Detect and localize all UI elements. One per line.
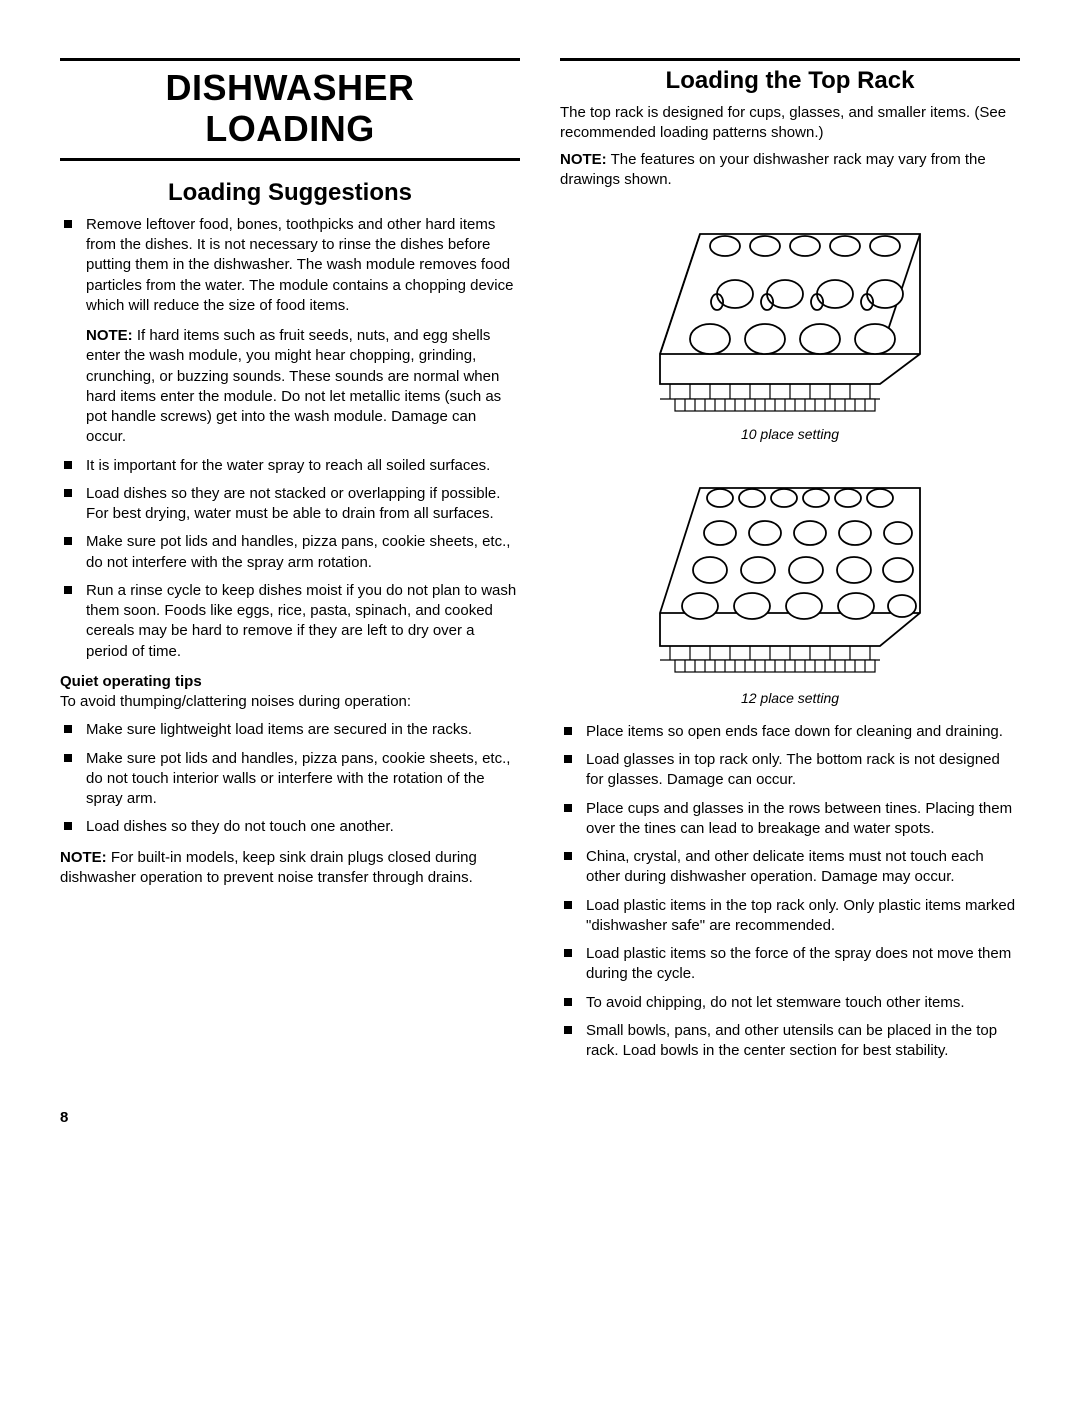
quiet-tips-heading: Quiet operating tips [60, 672, 520, 692]
page-number: 8 [60, 1109, 68, 1126]
caption-12: 12 place setting [560, 689, 1020, 708]
bullet-text: Run a rinse cycle to keep dishes moist i… [86, 582, 516, 660]
note-text: The features on your dishwasher rack may… [560, 151, 986, 188]
bullet-text: Load plastic items in the top rack only.… [586, 897, 1015, 934]
quiet-tips-intro: To avoid thumping/clattering noises duri… [60, 692, 520, 712]
bullet-text: Load dishes so they do not touch one ano… [86, 818, 394, 835]
main-title-l1: DISHWASHER [165, 67, 414, 108]
figure-12-place [560, 458, 1020, 683]
rule-top-left [60, 58, 520, 61]
right-column: Loading the Top Rack The top rack is des… [560, 50, 1020, 1069]
rule-under-title [60, 158, 520, 161]
bullet-text: Load glasses in top rack only. The botto… [586, 751, 1000, 788]
suggestion-item: Make sure pot lids and handles, pizza pa… [60, 532, 520, 573]
bullet-text: Make sure pot lids and handles, pizza pa… [86, 750, 510, 808]
quiet-tips-list: Make sure lightweight load items are sec… [60, 720, 520, 837]
top-rack-heading: Loading the Top Rack [560, 67, 1020, 95]
bullet-text: Remove leftover food, bones, toothpicks … [86, 216, 513, 314]
figure-10-place [560, 204, 1020, 419]
bullet1-note: NOTE: If hard items such as fruit seeds,… [86, 326, 520, 448]
bullet-text: Small bowls, pans, and other utensils ca… [586, 1022, 997, 1059]
note-label: NOTE: [60, 849, 107, 866]
bullet-text: Load plastic items so the force of the s… [586, 945, 1011, 982]
left-column: DISHWASHER LOADING Loading Suggestions R… [60, 50, 520, 1069]
rack-tip-item: Load plastic items so the force of the s… [560, 944, 1020, 985]
note-label: NOTE: [560, 151, 607, 168]
bullet-text: China, crystal, and other delicate items… [586, 848, 984, 885]
rack-tip-item: Place items so open ends face down for c… [560, 722, 1020, 742]
bullet-text: It is important for the water spray to r… [86, 457, 490, 474]
rack-diagram-icon [640, 458, 940, 683]
loading-suggestions-heading: Loading Suggestions [60, 179, 520, 207]
main-title-l2: LOADING [205, 108, 375, 149]
bullet-text: To avoid chipping, do not let stemware t… [586, 994, 965, 1011]
bullet-text: Place items so open ends face down for c… [586, 723, 1003, 740]
rule-top-right [560, 58, 1020, 61]
rack-tip-item: China, crystal, and other delicate items… [560, 847, 1020, 888]
suggestions-list: Remove leftover food, bones, toothpicks … [60, 215, 520, 662]
bottom-note: NOTE: For built-in models, keep sink dra… [60, 848, 520, 889]
rack-tip-item: Load glasses in top rack only. The botto… [560, 750, 1020, 791]
quiet-tip-item: Make sure pot lids and handles, pizza pa… [60, 749, 520, 810]
bullet-text: Make sure lightweight load items are sec… [86, 721, 472, 738]
rack-tip-item: Small bowls, pans, and other utensils ca… [560, 1021, 1020, 1062]
top-rack-list: Place items so open ends face down for c… [560, 722, 1020, 1062]
main-title: DISHWASHER LOADING [60, 67, 520, 150]
note-label: NOTE: [86, 327, 133, 344]
bullet-text: Make sure pot lids and handles, pizza pa… [86, 533, 510, 570]
suggestion-item: Run a rinse cycle to keep dishes moist i… [60, 581, 520, 662]
quiet-tip-item: Make sure lightweight load items are sec… [60, 720, 520, 740]
suggestion-item: Remove leftover food, bones, toothpicks … [60, 215, 520, 448]
suggestion-item: It is important for the water spray to r… [60, 456, 520, 476]
rack-tip-item: Load plastic items in the top rack only.… [560, 896, 1020, 937]
note-text: For built-in models, keep sink drain plu… [60, 849, 477, 886]
suggestion-item: Load dishes so they are not stacked or o… [60, 484, 520, 525]
top-rack-intro: The top rack is designed for cups, glass… [560, 103, 1020, 144]
bullet-text: Load dishes so they are not stacked or o… [86, 485, 500, 522]
top-rack-note: NOTE: The features on your dishwasher ra… [560, 150, 1020, 191]
bullet-text: Place cups and glasses in the rows betwe… [586, 800, 1012, 837]
rack-diagram-icon [640, 204, 940, 419]
rack-tip-item: To avoid chipping, do not let stemware t… [560, 993, 1020, 1013]
quiet-tip-item: Load dishes so they do not touch one ano… [60, 817, 520, 837]
caption-10: 10 place setting [560, 425, 1020, 444]
note-text: If hard items such as fruit seeds, nuts,… [86, 327, 501, 445]
rack-tip-item: Place cups and glasses in the rows betwe… [560, 799, 1020, 840]
